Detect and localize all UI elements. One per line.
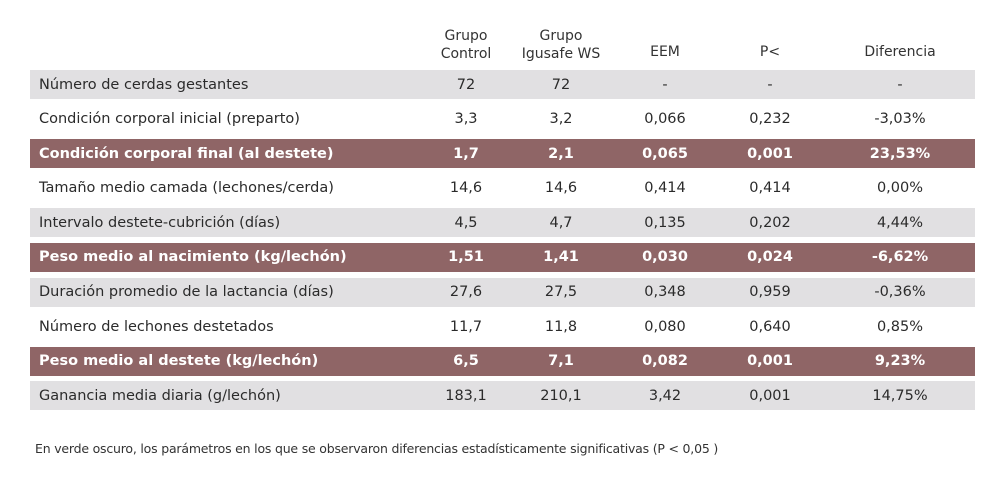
cell-p: 0,414 [749, 180, 791, 197]
results-table: Grupo Control Grupo Igusafe WS EEM P< Di… [30, 20, 975, 416]
table-row: Ganancia media diaria (g/lechón) 183,1 210… [30, 381, 975, 411]
table-row: Tamaño medio camada (lechones/cerda) 14,6… [30, 173, 975, 203]
table-body: Número de cerdas gestantes 72 72 - - - Condici… [30, 70, 975, 411]
cell-p: 0,232 [749, 111, 791, 128]
cell-p: 0,024 [747, 249, 793, 266]
cell-eem: 0,066 [644, 111, 686, 128]
header-p: P< [759, 44, 781, 60]
header-grupo-igusafe: Grupo Igusafe WS [521, 28, 601, 62]
cell-control: 72 [456, 76, 476, 93]
cell-eem: 0,080 [644, 318, 686, 335]
cell-control: 6,5 [453, 353, 479, 370]
cell-p: - [767, 76, 773, 93]
row-label: Número de lechones destetados [39, 318, 274, 335]
table-row: Duración promedio de la lactancia (días)… [30, 277, 975, 307]
row-label: Condición corporal inicial (preparto) [39, 111, 300, 128]
cell-eem: 0,030 [642, 249, 688, 266]
cell-diferencia: 14,75% [872, 387, 928, 404]
table-row: Intervalo destete-cubrición (días) 4,5 4,7… [30, 208, 975, 238]
header-grupo-control: Grupo Control [440, 28, 492, 62]
table-row: Condición corporal inicial (preparto) 3,3… [30, 104, 975, 134]
cell-igusafe: 72 [551, 76, 571, 93]
table-header: Grupo Control Grupo Igusafe WS EEM P< Di… [30, 20, 975, 70]
cell-p: 0,202 [749, 214, 791, 231]
cell-control: 1,51 [448, 249, 484, 266]
cell-diferencia: 0,00% [876, 180, 924, 197]
cell-control: 183,1 [445, 387, 487, 404]
header-diferencia: Diferencia [864, 44, 936, 60]
cell-diferencia: 0,85% [876, 318, 924, 335]
table-row-significant: Peso medio al nacimiento (kg/lechón) 1,51… [30, 242, 975, 272]
row-label: Duración promedio de la lactancia (días) [39, 284, 334, 301]
header-eem: EEM [650, 44, 680, 60]
cell-control: 1,7 [453, 145, 479, 162]
cell-diferencia: - [897, 76, 903, 93]
cell-diferencia: 9,23% [874, 353, 926, 370]
row-label: Tamaño medio camada (lechones/cerda) [39, 180, 334, 197]
cell-control: 4,5 [454, 214, 478, 231]
row-label: Peso medio al nacimiento (kg/lechón) [39, 249, 347, 266]
row-label: Condición corporal final (al destete) [39, 145, 334, 162]
row-label: Intervalo destete-cubrición (días) [39, 214, 281, 231]
cell-eem: - [662, 76, 668, 93]
cell-igusafe: 27,5 [544, 284, 578, 301]
cell-diferencia: -0,36% [874, 284, 926, 301]
table-row: Número de cerdas gestantes 72 72 - - - [30, 70, 975, 99]
cell-p: 0,640 [749, 318, 791, 335]
row-label: Número de cerdas gestantes [39, 76, 249, 93]
cell-p: 0,001 [749, 387, 791, 404]
cell-igusafe: 11,8 [544, 318, 578, 335]
cell-p: 0,001 [747, 353, 793, 370]
table-row-significant: Peso medio al destete (kg/lechón) 6,5 7,1 0… [30, 346, 975, 376]
cell-eem: 0,065 [642, 145, 688, 162]
cell-igusafe: 2,1 [548, 145, 574, 162]
table-row-significant: Condición corporal final (al destete) 1,7… [30, 139, 975, 169]
cell-igusafe: 1,41 [543, 249, 579, 266]
cell-igusafe: 4,7 [549, 214, 573, 231]
cell-control: 14,6 [449, 180, 483, 197]
cell-igusafe: 210,1 [540, 387, 582, 404]
cell-diferencia: -3,03% [874, 111, 926, 128]
cell-p: 0,959 [749, 284, 791, 301]
cell-diferencia: -6,62% [871, 249, 929, 266]
table-row: Número de lechones destetados 11,7 11,8 0,0… [30, 312, 975, 342]
cell-igusafe: 14,6 [544, 180, 578, 197]
cell-control: 11,7 [449, 318, 483, 335]
cell-igusafe: 7,1 [548, 353, 574, 370]
cell-control: 3,3 [454, 111, 478, 128]
footnote: En verde oscuro, los parámetros en los q… [35, 441, 719, 456]
cell-diferencia: 23,53% [869, 145, 931, 162]
row-label: Peso medio al destete (kg/lechón) [39, 353, 319, 370]
cell-eem: 3,42 [648, 387, 682, 404]
cell-igusafe: 3,2 [549, 111, 573, 128]
cell-eem: 0,135 [644, 214, 686, 231]
row-label: Ganancia media diaria (g/lechón) [39, 387, 281, 404]
cell-eem: 0,082 [642, 353, 688, 370]
cell-control: 27,6 [449, 284, 483, 301]
cell-diferencia: 4,44% [876, 214, 924, 231]
cell-p: 0,001 [747, 145, 793, 162]
cell-eem: 0,348 [644, 284, 686, 301]
cell-eem: 0,414 [644, 180, 686, 197]
